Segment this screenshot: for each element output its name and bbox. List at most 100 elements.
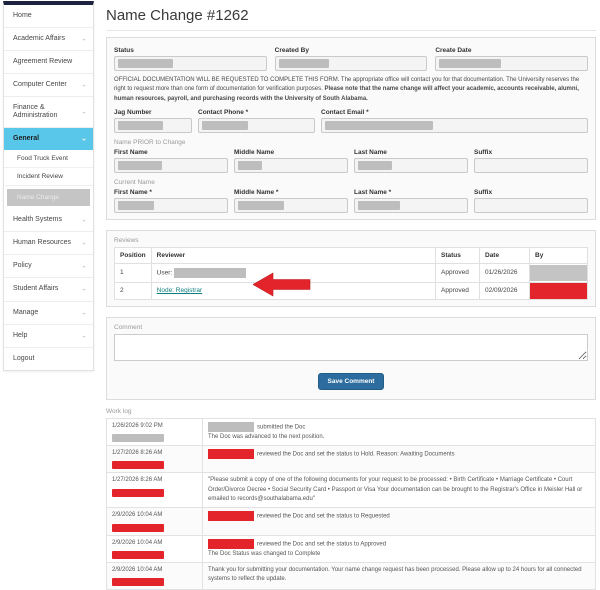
- sidebar-item-student-affairs[interactable]: Student Affairs ⌄: [4, 278, 93, 302]
- chevron-down-icon: ⌄: [81, 81, 87, 89]
- prior-first-name-field[interactable]: [114, 157, 228, 173]
- prior-suffix-field[interactable]: [474, 157, 588, 173]
- created-by-label: Created By: [274, 47, 309, 54]
- review-date: 01/26/2026: [479, 262, 530, 283]
- worklog-entry-text: "Please submit a copy of one of the foll…: [202, 472, 596, 509]
- worklog-entry-text: Thank you for submitting your documentat…: [202, 561, 596, 590]
- sidebar-item-academic-affairs[interactable]: Academic Affairs ⌄: [4, 28, 93, 52]
- sidebar-item-general[interactable]: General ⌄: [4, 128, 93, 151]
- current-middle-name-label: Middle Name *: [234, 188, 279, 196]
- current-first-name-field[interactable]: [114, 197, 228, 213]
- sidebar-item-label: Help: [13, 331, 28, 339]
- reviews-table: Position Reviewer Status Date By 1 User:…: [114, 246, 588, 300]
- jag-number-field[interactable]: [114, 117, 192, 133]
- notice-text: OFFICIAL DOCUMENTATION WILL BE REQUESTED…: [114, 77, 580, 93]
- contact-phone-field[interactable]: [198, 117, 315, 133]
- sidebar-item-finance-administration[interactable]: Finance & Administration ⌄: [4, 97, 93, 129]
- chevron-down-icon: ⌄: [81, 332, 87, 340]
- reviews-header-position: Position: [114, 246, 152, 264]
- redacted-value: [202, 120, 248, 130]
- worklog-timestamp: 2/9/2026 10:04 AM: [112, 512, 163, 519]
- chevron-down-icon: ⌄: [81, 108, 87, 116]
- redacted-user: [112, 434, 164, 443]
- prior-last-name-field[interactable]: [354, 157, 468, 173]
- current-last-name-field[interactable]: [354, 197, 468, 213]
- prior-middle-name-field[interactable]: [234, 157, 348, 173]
- worklog-row: 1/27/2026 8:26 AM "Please submit a copy …: [106, 472, 596, 509]
- sidebar: Home Academic Affairs ⌄ Agreement Review…: [3, 1, 94, 371]
- worklog-timestamp: 1/26/2026 9:02 PM: [112, 422, 163, 429]
- comment-input[interactable]: [114, 333, 588, 361]
- prior-name-section-label: Name PRIOR to Change: [114, 138, 186, 146]
- sidebar-item-label: Agreement Review: [13, 58, 73, 66]
- redacted-name: [208, 421, 254, 432]
- review-position: 2: [114, 281, 152, 300]
- sidebar-item-help[interactable]: Help ⌄: [4, 325, 93, 348]
- sidebar-item-label: Home: [13, 12, 32, 19]
- review-reviewer: Node: Registrar: [150, 281, 437, 300]
- redacted-by-value: [530, 264, 587, 281]
- review-row-2: 2 Node: Registrar Approved 02/09/2026: [114, 281, 588, 300]
- sidebar-item-label: Manage: [13, 308, 39, 316]
- sidebar-subitem-label: Food Truck Event: [17, 155, 68, 163]
- status-label: Status: [114, 47, 134, 54]
- current-suffix-field[interactable]: [474, 197, 588, 213]
- status-field[interactable]: [114, 56, 267, 71]
- prior-first-name-label: First Name: [114, 148, 148, 156]
- redacted-value: [278, 59, 329, 68]
- jag-number-label: Jag Number: [114, 108, 152, 116]
- review-row-1: 1 User: Approved 01/26/2026: [114, 262, 588, 283]
- worklog-entry-text: submitted the Doc The Doc was advanced t…: [202, 417, 596, 447]
- contact-email-field[interactable]: [321, 117, 588, 133]
- current-middle-name-field[interactable]: [234, 197, 348, 213]
- sidebar-item-policy[interactable]: Policy ⌄: [4, 255, 93, 279]
- worklog-row: 1/26/2026 9:02 PM submitted the Doc The …: [106, 417, 596, 447]
- sidebar-item-agreement-review[interactable]: Agreement Review: [4, 51, 93, 75]
- contact-email-label: Contact Email *: [321, 108, 369, 116]
- redacted-value: [238, 160, 262, 170]
- redacted-value: [439, 59, 502, 68]
- reviews-header-by: By: [529, 246, 588, 264]
- redacted-name: [208, 538, 254, 549]
- node-registrar-link[interactable]: Node: Registrar: [156, 287, 203, 295]
- prior-middle-name-label: Middle Name: [234, 148, 275, 156]
- reviews-header-status: Status: [435, 246, 480, 264]
- worklog-entry-text: reviewed the Doc and set the status to H…: [202, 445, 596, 474]
- create-date-field[interactable]: [435, 56, 588, 71]
- chevron-down-icon: ⌄: [81, 309, 87, 317]
- documentation-notice: OFFICIAL DOCUMENTATION WILL BE REQUESTED…: [114, 76, 588, 104]
- current-first-name-label: First Name *: [114, 188, 152, 196]
- sidebar-subitem-food-truck-event[interactable]: Food Truck Event: [4, 150, 93, 169]
- worklog-time-cell: 1/26/2026 9:02 PM: [106, 417, 203, 447]
- worklog-line: reviewed the Doc and set the status to R…: [257, 513, 390, 520]
- reviews-label: Reviews: [114, 236, 139, 244]
- worklog-line: reviewed the Doc and set the status to H…: [257, 451, 455, 458]
- sidebar-subitem-incident-review[interactable]: Incident Review: [4, 168, 93, 187]
- worklog-timestamp: 1/27/2026 8:26 AM: [112, 450, 163, 457]
- prior-suffix-label: Suffix: [474, 148, 493, 156]
- redacted-value: [118, 59, 173, 68]
- sidebar-item-health-systems[interactable]: Health Systems ⌄: [4, 209, 93, 233]
- worklog-line: "Please submit a copy of one of the foll…: [208, 477, 583, 503]
- sidebar-item-home[interactable]: Home: [4, 5, 93, 29]
- current-suffix-label: Suffix: [474, 188, 493, 196]
- save-comment-button[interactable]: Save Comment: [317, 372, 385, 390]
- contact-phone-label: Contact Phone *: [198, 108, 249, 116]
- worklog-time-cell: 2/9/2026 10:04 AM: [106, 561, 203, 590]
- sidebar-subitem-name-change[interactable]: Name Change: [7, 189, 90, 207]
- sidebar-item-manage[interactable]: Manage ⌄: [4, 302, 93, 325]
- sidebar-item-human-resources[interactable]: Human Resources ⌄: [4, 232, 93, 256]
- created-by-field[interactable]: [274, 56, 428, 71]
- chevron-down-icon: ⌄: [81, 135, 87, 143]
- redacted-user: [112, 523, 164, 532]
- review-position: 1: [114, 262, 152, 283]
- sidebar-item-label: General: [13, 135, 40, 143]
- review-status: Approved: [435, 262, 480, 283]
- sidebar-item-label: Computer Center: [13, 81, 67, 89]
- redacted-value: [358, 200, 400, 210]
- sidebar-item-logout[interactable]: Logout: [4, 348, 93, 370]
- name-change-form-panel: Status Created By Create Date OFFICIAL D…: [106, 37, 596, 220]
- worklog-line: The Doc was advanced to the next positio…: [208, 433, 325, 440]
- title-divider: [106, 30, 596, 31]
- sidebar-item-computer-center[interactable]: Computer Center ⌄: [4, 74, 93, 98]
